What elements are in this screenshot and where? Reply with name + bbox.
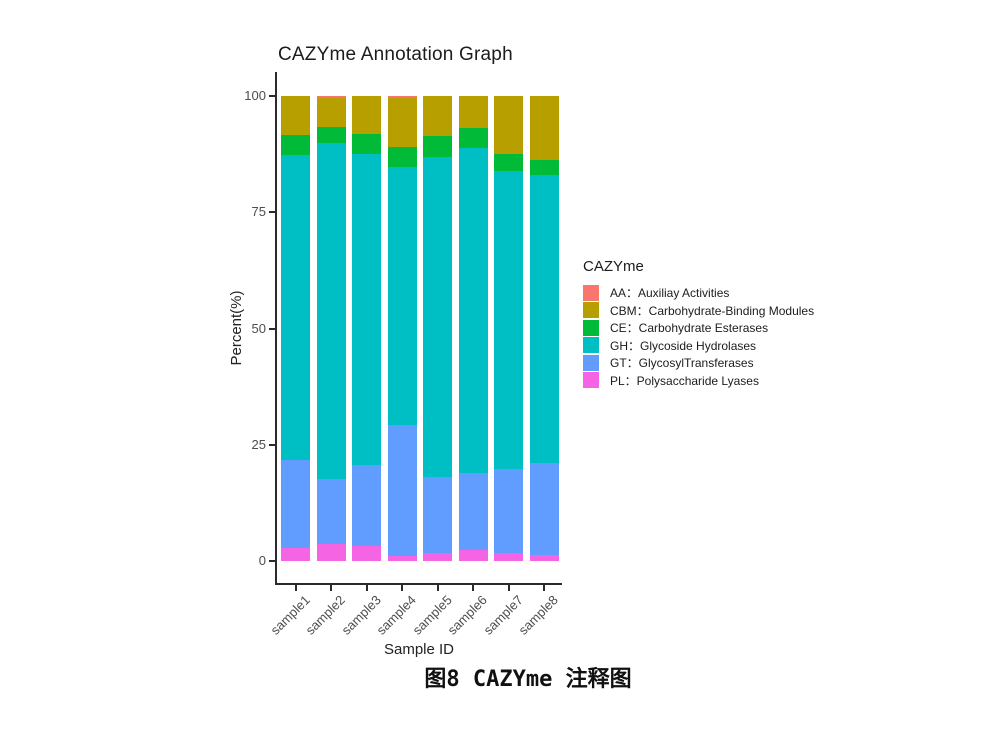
y-tick-mark bbox=[269, 444, 275, 447]
segment-GH bbox=[529, 174, 559, 463]
segment-GT bbox=[423, 477, 453, 554]
segment-GT bbox=[458, 472, 488, 550]
y-tick-label: 75 bbox=[251, 204, 266, 220]
bar-sample2 bbox=[316, 95, 346, 562]
y-tick-mark bbox=[269, 94, 275, 97]
segment-GT bbox=[281, 460, 310, 549]
legend-items: AA：Auxiliay Activities CBM：Carbohydrate-B… bbox=[583, 284, 883, 389]
legend-title: CAZYme bbox=[583, 258, 644, 275]
segment-CE bbox=[423, 135, 453, 157]
chart-title: CAZYme Annotation Graph bbox=[278, 44, 513, 65]
segment-CBM bbox=[423, 95, 453, 136]
y-tick-label: 25 bbox=[251, 437, 266, 453]
legend-item-CE: CE：Carbohydrate Esterases bbox=[583, 319, 883, 337]
legend-label-PL: PL：Polysaccharide Lyases bbox=[610, 373, 759, 388]
segment-PL bbox=[281, 548, 310, 562]
x-tick-mark bbox=[543, 585, 546, 591]
segment-GH bbox=[387, 166, 417, 425]
y-axis-line bbox=[275, 72, 277, 585]
segment-PL bbox=[458, 549, 488, 562]
segment-CBM bbox=[281, 95, 310, 135]
segment-CBM bbox=[494, 95, 524, 154]
segment-CBM bbox=[458, 95, 488, 128]
figure-caption: 图8 CAZYme 注释图 bbox=[424, 667, 632, 692]
segment-PL bbox=[387, 555, 417, 562]
legend-item-GT: GT：GlycosylTransferases bbox=[583, 354, 883, 372]
segment-CE bbox=[529, 160, 559, 175]
y-tick-mark bbox=[269, 211, 275, 214]
legend-label-GH: GH：Glycoside Hydrolases bbox=[610, 338, 757, 353]
segment-PL bbox=[529, 555, 559, 562]
segment-GH bbox=[352, 153, 382, 466]
segment-PL bbox=[316, 543, 346, 562]
segment-CE bbox=[458, 127, 488, 148]
segment-GH bbox=[494, 171, 524, 470]
legend-swatch-CE bbox=[583, 319, 599, 336]
segment-GH bbox=[458, 148, 488, 473]
segment-PL bbox=[423, 553, 453, 562]
x-tick-mark bbox=[507, 585, 510, 591]
segment-GH bbox=[281, 154, 310, 461]
segment-GH bbox=[316, 142, 346, 480]
y-tick-mark bbox=[269, 560, 275, 563]
segment-CBM bbox=[352, 95, 382, 134]
legend-item-GH: GH：Glycoside Hydrolases bbox=[583, 337, 883, 355]
legend-item-CBM: CBM：Carbohydrate-Binding Modules bbox=[583, 302, 883, 320]
segment-GT bbox=[387, 424, 417, 556]
legend-label-AA: AA：Auxiliay Activities bbox=[610, 286, 730, 301]
bar-sample3 bbox=[352, 95, 382, 562]
legend-label-GT: GT：GlycosylTransferases bbox=[610, 356, 754, 371]
bar-sample8 bbox=[529, 95, 559, 562]
segment-CBM bbox=[529, 95, 559, 161]
segment-CE bbox=[387, 146, 417, 167]
legend-swatch-GT bbox=[583, 354, 599, 371]
y-tick-label: 0 bbox=[258, 553, 266, 569]
x-tick-mark bbox=[401, 585, 404, 591]
legend-item-AA: AA：Auxiliay Activities bbox=[583, 284, 883, 302]
bar-sample1 bbox=[281, 95, 310, 562]
segment-GT bbox=[494, 469, 524, 553]
x-tick-mark bbox=[330, 585, 333, 591]
segment-CBM bbox=[316, 98, 346, 127]
segment-PL bbox=[494, 552, 524, 562]
segment-GT bbox=[529, 462, 559, 556]
legend-swatch-GH bbox=[583, 337, 599, 354]
bar-sample7 bbox=[494, 95, 524, 562]
segment-PL bbox=[352, 546, 382, 562]
segment-CE bbox=[281, 134, 310, 155]
bar-sample5 bbox=[423, 95, 453, 562]
segment-AA bbox=[387, 95, 417, 99]
x-tick-mark bbox=[294, 585, 297, 591]
y-tick-mark bbox=[269, 327, 275, 330]
x-tick-mark bbox=[472, 585, 475, 591]
x-tick-mark bbox=[436, 585, 439, 591]
legend-label-CE: CE：Carbohydrate Esterases bbox=[610, 321, 769, 336]
x-axis-label: Sample ID bbox=[383, 641, 455, 658]
bar-sample4 bbox=[387, 95, 417, 562]
segment-CE bbox=[352, 133, 382, 154]
segment-CBM bbox=[387, 98, 417, 147]
segment-GH bbox=[423, 156, 453, 478]
legend-swatch-PL bbox=[583, 372, 599, 389]
segment-GT bbox=[316, 479, 346, 544]
bar-sample6 bbox=[458, 95, 488, 562]
x-axis-line bbox=[275, 583, 562, 585]
legend-item-PL: PL：Polysaccharide Lyases bbox=[583, 372, 883, 390]
segment-GT bbox=[352, 465, 382, 547]
y-tick-label: 50 bbox=[251, 320, 266, 336]
segment-AA bbox=[316, 95, 346, 99]
x-tick-mark bbox=[365, 585, 368, 591]
y-tick-label: 100 bbox=[244, 87, 266, 103]
legend-swatch-CBM bbox=[583, 302, 599, 319]
legend-label-CBM: CBM：Carbohydrate-Binding Modules bbox=[610, 303, 815, 318]
segment-CE bbox=[494, 153, 524, 172]
legend: CAZYme AA：Auxiliay Activities CBM：Carbohy… bbox=[583, 258, 883, 389]
segment-CE bbox=[316, 126, 346, 143]
legend-swatch-AA bbox=[583, 284, 599, 301]
